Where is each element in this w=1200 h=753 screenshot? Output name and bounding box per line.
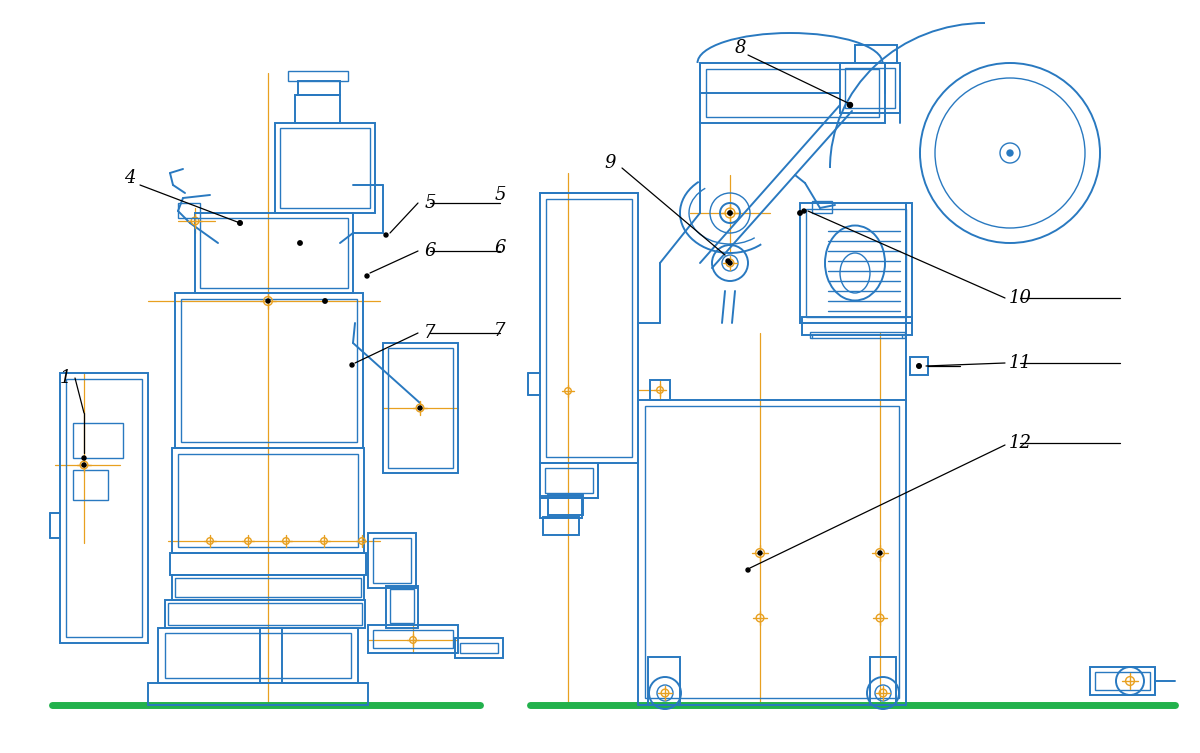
Bar [542, 517, 580, 535]
Bar [540, 463, 598, 498]
Bar [638, 400, 906, 705]
Bar [158, 628, 358, 683]
Text: 7: 7 [425, 324, 436, 342]
Circle shape [917, 364, 922, 368]
Bar [840, 63, 900, 113]
Bar [178, 454, 358, 547]
Circle shape [726, 259, 730, 263]
Circle shape [365, 274, 370, 278]
Circle shape [848, 103, 852, 107]
Bar [545, 468, 593, 493]
Text: 6: 6 [425, 242, 436, 260]
Text: 8: 8 [734, 39, 745, 57]
Bar [646, 406, 899, 698]
Bar [870, 657, 896, 705]
Bar [548, 495, 583, 515]
Circle shape [238, 221, 242, 225]
Bar [540, 193, 638, 463]
Circle shape [323, 299, 328, 303]
Bar [910, 357, 928, 375]
Bar [368, 533, 416, 588]
Bar [175, 293, 364, 448]
Bar [148, 683, 368, 705]
Circle shape [802, 209, 806, 213]
Bar [812, 201, 832, 213]
Bar [546, 199, 632, 457]
Circle shape [82, 456, 86, 460]
Circle shape [298, 241, 302, 245]
Circle shape [350, 363, 354, 367]
Bar [700, 63, 886, 123]
Bar [800, 203, 912, 323]
Bar [298, 81, 340, 95]
Text: 5: 5 [494, 186, 505, 204]
Circle shape [847, 102, 852, 108]
Bar [1090, 667, 1154, 695]
Text: 9: 9 [605, 154, 616, 172]
Bar [288, 71, 348, 81]
Bar [60, 373, 148, 643]
Text: 1: 1 [59, 369, 71, 387]
Bar [460, 643, 498, 653]
Bar [194, 213, 353, 293]
Bar [383, 343, 458, 473]
Circle shape [238, 221, 242, 225]
Text: 7: 7 [494, 322, 505, 340]
Bar [650, 380, 670, 400]
Bar [178, 203, 200, 218]
Circle shape [758, 551, 762, 555]
Bar [810, 332, 905, 338]
Circle shape [727, 211, 732, 215]
Bar [386, 586, 418, 628]
Bar [260, 628, 282, 683]
Bar [172, 575, 364, 600]
Text: 10: 10 [1008, 289, 1032, 307]
Bar [1096, 672, 1150, 690]
Bar [168, 603, 362, 625]
Bar [854, 45, 898, 63]
Bar [275, 123, 374, 213]
Bar [166, 600, 365, 628]
Circle shape [798, 211, 803, 215]
Circle shape [82, 463, 86, 467]
Bar [66, 379, 142, 637]
Bar [706, 69, 878, 117]
Text: 12: 12 [1008, 434, 1032, 452]
Circle shape [917, 364, 922, 368]
Bar [802, 317, 912, 335]
Bar [540, 496, 582, 518]
Bar [73, 423, 124, 458]
Circle shape [728, 261, 732, 265]
Bar [845, 68, 895, 108]
Bar [368, 625, 458, 653]
Bar [280, 128, 370, 208]
Bar [388, 348, 454, 468]
Bar [540, 463, 598, 498]
Bar [373, 630, 454, 648]
Text: 11: 11 [1008, 354, 1032, 372]
Circle shape [418, 406, 422, 410]
Bar [172, 448, 364, 553]
Bar [806, 209, 906, 317]
Bar [295, 95, 340, 123]
Circle shape [746, 568, 750, 572]
Text: 6: 6 [494, 239, 505, 257]
Circle shape [384, 233, 388, 237]
Bar [390, 589, 414, 623]
Bar [200, 218, 348, 288]
Bar [373, 538, 410, 583]
Bar [175, 578, 361, 597]
Bar [73, 470, 108, 500]
Bar [455, 638, 503, 658]
Circle shape [266, 299, 270, 303]
Circle shape [878, 551, 882, 555]
Text: 5: 5 [425, 194, 436, 212]
Circle shape [1007, 150, 1013, 156]
Bar [181, 299, 358, 442]
Bar [648, 657, 680, 705]
Bar [170, 553, 366, 575]
Text: 4: 4 [125, 169, 136, 187]
Bar [166, 633, 352, 678]
